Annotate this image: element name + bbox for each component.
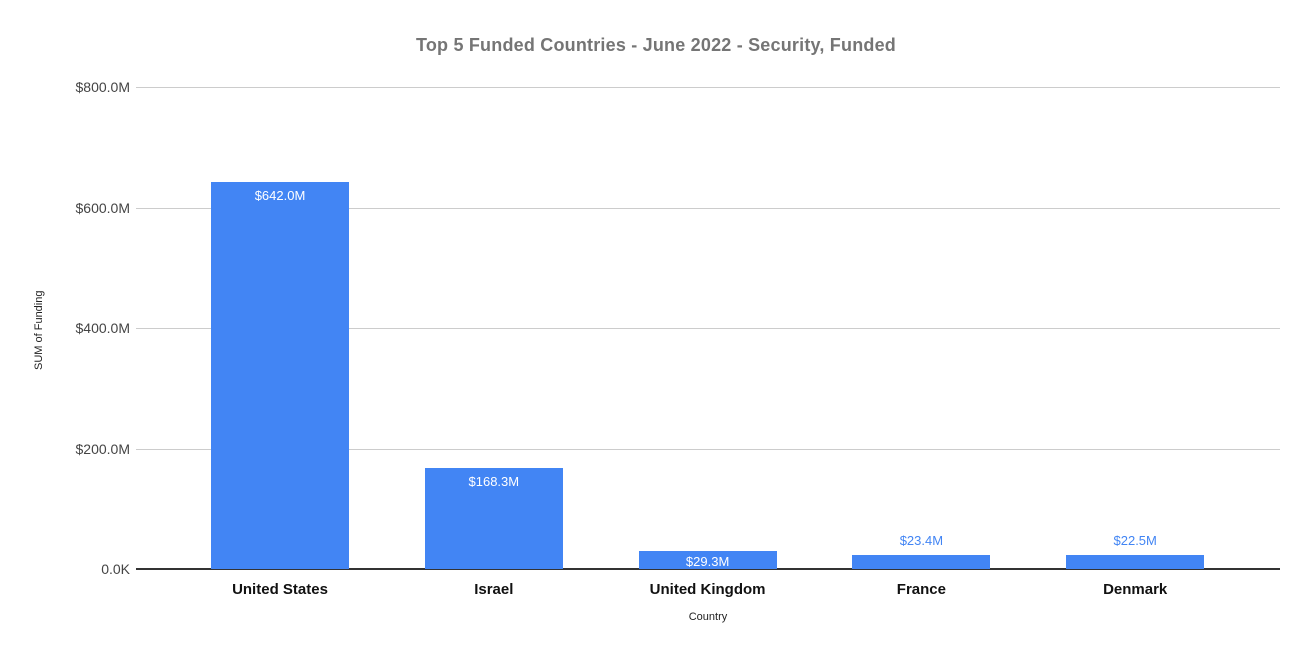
bar-value-label-denmark: $22.5M bbox=[1113, 533, 1157, 549]
bar-united-states[interactable] bbox=[211, 182, 349, 569]
x-axis-baseline bbox=[136, 568, 1280, 570]
x-axis-category-label-united-kingdom: United Kingdom bbox=[649, 581, 766, 598]
bar-value-label-united-states: $642.0M bbox=[254, 188, 306, 204]
bar-denmark[interactable] bbox=[1066, 555, 1205, 569]
y-axis-tick-label: $200.0M bbox=[75, 440, 130, 457]
bar-value-label-france: $23.4M bbox=[899, 532, 944, 548]
gridline bbox=[136, 207, 1280, 209]
bar-united-kingdom[interactable] bbox=[638, 551, 777, 569]
y-axis-tick-label: $600.0M bbox=[75, 199, 130, 216]
x-axis-category-label-france: France bbox=[896, 581, 946, 598]
bar-france[interactable] bbox=[852, 554, 991, 569]
x-axis-category-label-denmark: Denmark bbox=[1103, 581, 1168, 598]
x-axis-title: Country bbox=[688, 611, 728, 623]
x-axis-category-label-united-states: United States bbox=[232, 581, 328, 598]
bar-value-label-united-kingdom: $29.3M bbox=[685, 553, 730, 569]
x-axis-category-label-israel: Israel bbox=[474, 581, 514, 598]
y-axis-tick-label: $400.0M bbox=[75, 320, 130, 336]
gridline bbox=[136, 87, 1280, 88]
y-axis-tick-label: $800.0M bbox=[75, 79, 130, 95]
gridline bbox=[136, 328, 1280, 329]
gridline bbox=[136, 448, 1280, 450]
y-axis-tick-label: 0.0K bbox=[101, 561, 130, 577]
bar-israel[interactable] bbox=[424, 467, 563, 569]
bar-value-label-israel: $168.3M bbox=[468, 473, 520, 489]
chart-title: Top 5 Funded Countries - June 2022 - Sec… bbox=[416, 35, 896, 55]
